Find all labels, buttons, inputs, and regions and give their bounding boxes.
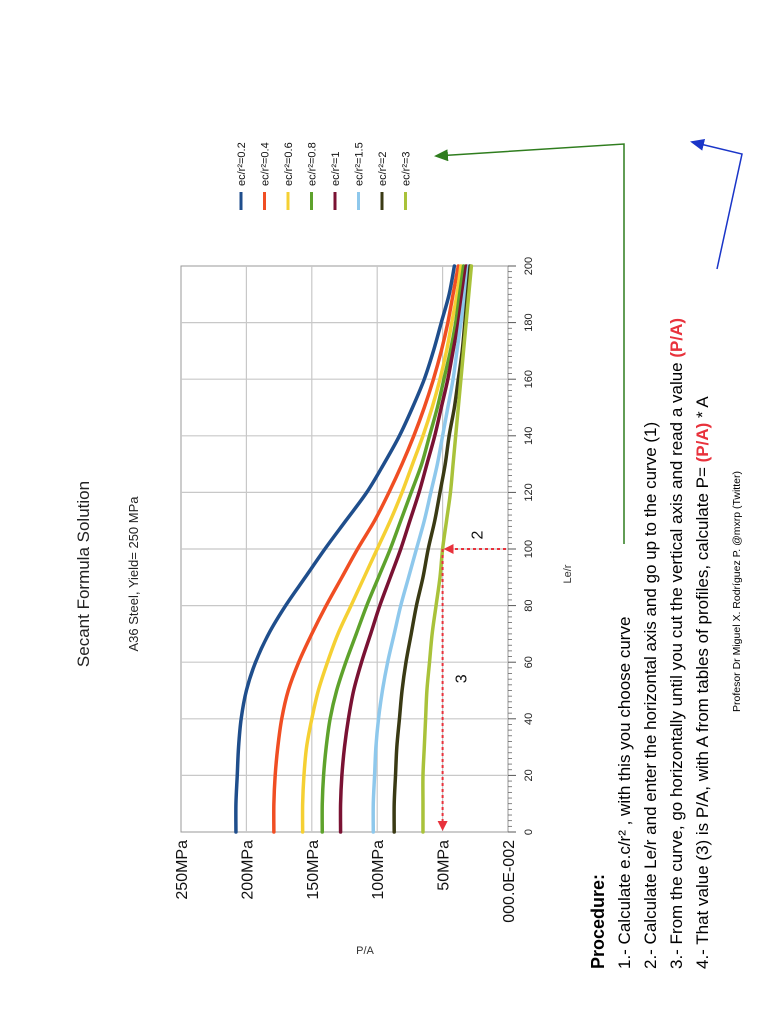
x-tick-label: 60 bbox=[523, 656, 535, 668]
x-tick-label: 40 bbox=[523, 713, 535, 725]
x-tick-label: 0 bbox=[523, 829, 535, 835]
y-axis-tick-labels: 000.0E-002 50MPa 100MPa 150MPa 200MPa 250MPa bbox=[174, 840, 518, 923]
legend-entry: ec/r²=0.4 bbox=[260, 142, 272, 186]
legend-entry: ec/r²=0.6 bbox=[283, 142, 295, 186]
y-tick-label: 100MPa bbox=[370, 840, 387, 900]
green-pointer-arrow bbox=[434, 143, 625, 544]
legend-entry: ec/r²=1 bbox=[330, 151, 342, 186]
y-axis-label: P/A bbox=[356, 945, 374, 957]
procedure-step-3: 3.- From the curve, go horizontally unti… bbox=[667, 318, 686, 969]
series-line-4 bbox=[320, 264, 466, 834]
x-tick-label: 100 bbox=[523, 540, 535, 558]
procedure-step-2: 2.- Calculate Le/r and enter the horizon… bbox=[641, 422, 660, 969]
annotation-label-2: 2 bbox=[470, 530, 487, 539]
y-tick-label: 50MPa bbox=[436, 840, 453, 891]
x-tick-label: 80 bbox=[523, 599, 535, 611]
y-tick-label: 000.0E-002 bbox=[501, 840, 518, 923]
chart-subtitle: A36 Steel, Yield= 250 MPa bbox=[126, 496, 141, 652]
x-axis-minor-ticks bbox=[508, 265, 516, 833]
procedure-heading: Procedure: bbox=[588, 874, 608, 969]
x-tick-label: 200 bbox=[523, 257, 535, 275]
credit-line: Profesor Dr Miguel X. Rodríguez P. @mxrp… bbox=[731, 471, 743, 712]
legend-entry: ec/r²=0.2 bbox=[236, 142, 248, 186]
procedure-step-4: 4.- That value (3) is P/A, with A from t… bbox=[693, 396, 712, 969]
annotations: 2 3 bbox=[434, 138, 743, 831]
x-tick-label: 20 bbox=[523, 769, 535, 781]
legend-entry: ec/r²=2 bbox=[377, 151, 389, 186]
y-tick-label: 200MPa bbox=[239, 840, 256, 900]
series-lines bbox=[234, 264, 474, 834]
procedure-step-1: 1.- Calculate e.c/r² , with this you cho… bbox=[615, 617, 634, 969]
procedure-block: Procedure: 1.- Calculate e.c/r² , with t… bbox=[588, 318, 743, 969]
legend-entry: ec/r²=1.5 bbox=[354, 142, 366, 186]
series-line-3 bbox=[300, 264, 463, 834]
y-tick-label: 250MPa bbox=[174, 840, 191, 900]
blue-pointer-arrow bbox=[690, 138, 743, 270]
y-tick-label: 150MPa bbox=[305, 840, 322, 900]
series-line-5 bbox=[338, 264, 468, 834]
x-tick-label: 180 bbox=[523, 313, 535, 331]
legend-entry: ec/r²=3 bbox=[401, 151, 413, 186]
series-line-1 bbox=[234, 264, 457, 834]
series-line-2 bbox=[272, 264, 461, 834]
x-tick-label: 140 bbox=[523, 427, 535, 445]
x-axis-tick-labels: 0 20 40 60 80 100 120 140 160 180 200 bbox=[523, 257, 535, 835]
series-line-6 bbox=[371, 264, 471, 834]
plot-area: 0 20 40 60 80 100 120 140 160 180 200 000.0E-002 50… bbox=[174, 257, 535, 923]
annotation-label-3: 3 bbox=[454, 674, 471, 683]
chart-title: Secant Formula Solution bbox=[74, 481, 93, 667]
x-tick-label: 160 bbox=[523, 370, 535, 388]
x-axis-label: Le/r bbox=[562, 564, 574, 583]
legend: ec/r²=0.2 ec/r²=0.4 ec/r²=0.6 ec/r²=0.8 ec/r… bbox=[236, 142, 413, 210]
legend-entry: ec/r²=0.8 bbox=[307, 142, 319, 186]
x-tick-label: 120 bbox=[523, 483, 535, 501]
